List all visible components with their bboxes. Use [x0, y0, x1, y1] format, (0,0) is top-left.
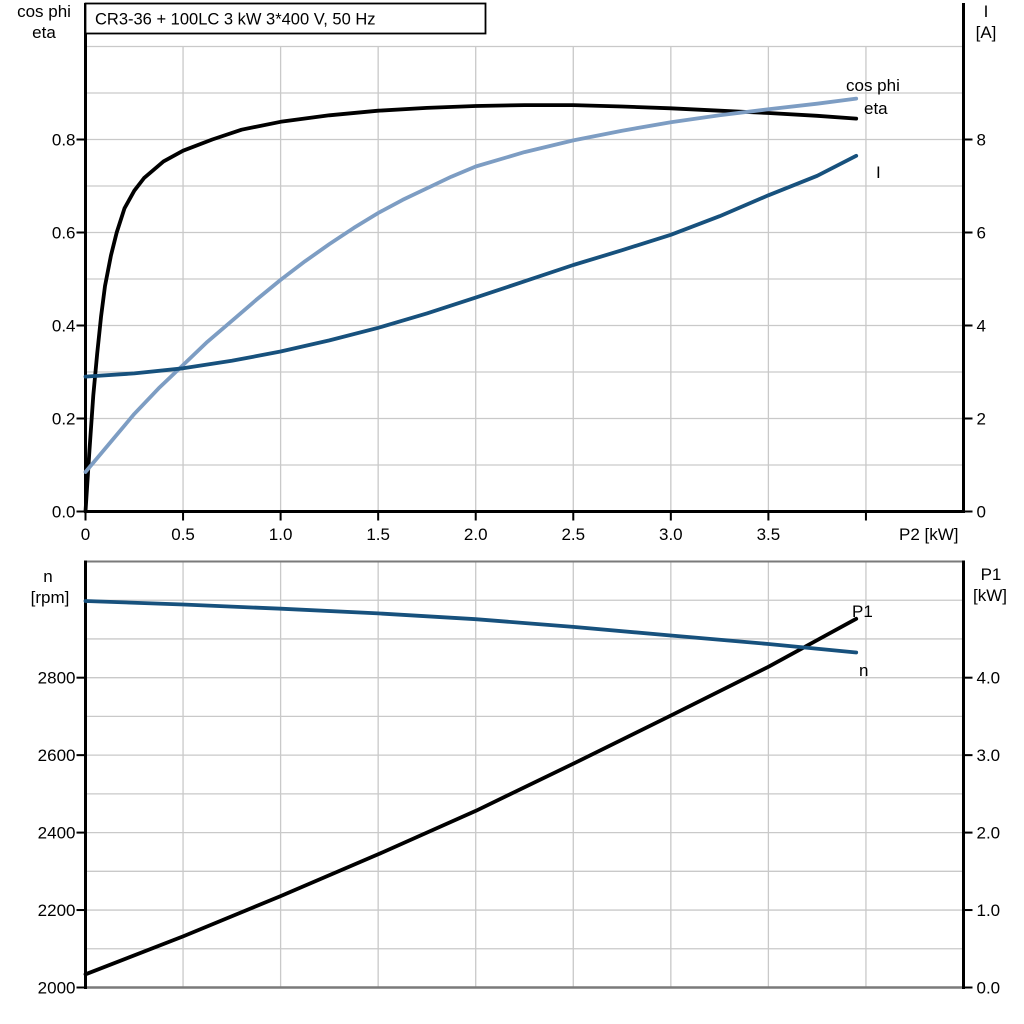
x-tick-label: 1.5 [366, 525, 390, 544]
series-label-I: I [876, 163, 881, 182]
series-line-I [83, 153, 859, 379]
right-tick-label: 1.0 [977, 901, 1001, 920]
x-tick-label: 1.0 [269, 525, 293, 544]
x-tick-label: 3.5 [757, 525, 781, 544]
right-tick-label: 0.0 [977, 979, 1001, 998]
left-axis-title: eta [32, 23, 56, 42]
right-tick-label: 2.0 [977, 824, 1001, 843]
left-tick-label: 2000 [38, 979, 76, 998]
left-tick-label: 2600 [38, 746, 76, 765]
right-axis-title: I [984, 2, 989, 21]
left-axis-title: n [43, 567, 52, 586]
chart-title-box [84, 2, 487, 35]
left-axis-title: [rpm] [31, 588, 70, 607]
x-tick-label: 2.5 [561, 525, 585, 544]
chart-title: CR3-36 + 100LC 3 kW 3*400 V, 50 Hz [95, 11, 376, 29]
series-line-P1 [83, 616, 859, 977]
right-tick-label: 8 [977, 131, 986, 150]
left-tick-label: 0.2 [52, 410, 76, 429]
x-axis-title: P2 [kW] [899, 525, 959, 544]
right-tick-label: 6 [977, 224, 986, 243]
right-axis-title: [A] [976, 23, 997, 42]
series-label-eta: eta [864, 99, 888, 118]
left-tick-label: 0.4 [52, 317, 76, 336]
series-label-n: n [859, 661, 868, 680]
left-tick-label: 0.6 [52, 224, 76, 243]
x-tick-label: 0 [81, 525, 90, 544]
x-tick-label: 3.0 [659, 525, 683, 544]
series-label-cos-phi: cos phi [846, 76, 900, 95]
series-line-n [83, 599, 859, 655]
right-tick-label: 2 [977, 410, 986, 429]
left-tick-label: 2800 [38, 669, 76, 688]
left-tick-label: 2200 [38, 901, 76, 920]
series-line-cos-phi [83, 96, 859, 474]
x-tick-label: 2.0 [464, 525, 488, 544]
left-axis-title: cos phi [17, 2, 71, 21]
x-tick-label: 0.5 [171, 525, 195, 544]
left-tick-label: 2400 [38, 824, 76, 843]
left-tick-label: 0.0 [52, 503, 76, 522]
right-tick-label: 4 [977, 317, 986, 336]
right-tick-label: 0 [977, 503, 986, 522]
series-line-eta [83, 103, 859, 514]
right-tick-label: 3.0 [977, 746, 1001, 765]
right-axis-title: [kW] [973, 586, 1007, 605]
left-tick-label: 0.8 [52, 131, 76, 150]
right-axis-title: P1 [981, 565, 1002, 584]
right-tick-label: 4.0 [977, 669, 1001, 688]
series-label-P1: P1 [852, 602, 873, 621]
